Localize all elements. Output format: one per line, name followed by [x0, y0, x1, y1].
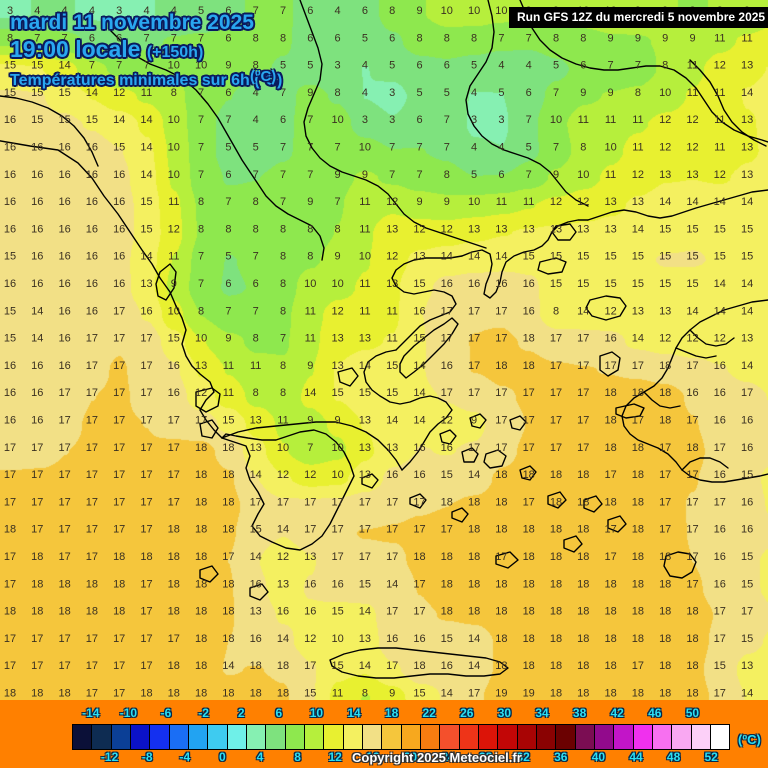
- legend-tick: 2: [237, 706, 245, 720]
- color-swatch: [227, 725, 247, 749]
- legend-tick: 6: [275, 706, 283, 720]
- color-swatch: [324, 725, 344, 749]
- color-swatch: [266, 725, 286, 749]
- legend-tick: -2: [198, 706, 209, 720]
- legend-tick: 44: [629, 750, 643, 764]
- color-swatch: [208, 725, 228, 749]
- legend-tick: 24: [441, 750, 455, 764]
- copyright-notice: Copyright 2025 Meteociel.fr: [352, 750, 522, 765]
- legend-tick: 22: [422, 706, 436, 720]
- color-swatch: [440, 725, 460, 749]
- color-scale-legend: (ºC) -14 -10 -6 -2 2 6 10 14 18 22 26 30 34 38 42 46 50-…: [0, 700, 768, 768]
- color-swatch: [556, 725, 576, 749]
- color-swatch: [691, 725, 711, 749]
- color-swatch: [111, 725, 131, 749]
- color-swatch: [594, 725, 615, 749]
- legend-tick: 30: [497, 706, 512, 720]
- legend-tick: 8: [294, 750, 301, 764]
- legend-tick: 32: [516, 750, 530, 764]
- color-swatch: [246, 725, 267, 749]
- temperature-color-field: [0, 0, 768, 700]
- legend-tick: -8: [141, 750, 153, 764]
- legend-tick: -14: [82, 706, 100, 720]
- title-parameter: Températures minimales sur 6h (ºC): [10, 72, 283, 89]
- map-unit-label: (ºC): [250, 68, 277, 85]
- legend-tick: 38: [572, 706, 587, 720]
- legend-tick: 20: [403, 750, 418, 764]
- color-scale-bar[interactable]: [72, 724, 730, 750]
- legend-tick: 46: [648, 706, 662, 720]
- color-swatch: [498, 725, 518, 749]
- legend-tick: 16: [366, 750, 380, 764]
- color-swatch: [150, 725, 170, 749]
- legend-tick: 26: [460, 706, 474, 720]
- legend-tick: 42: [610, 706, 624, 720]
- title-valid-time-text: 19:00 locale: [10, 36, 141, 62]
- legend-tick: 14: [347, 706, 361, 720]
- color-swatch: [285, 725, 305, 749]
- legend-tick: 0: [219, 750, 226, 764]
- color-swatch: [382, 725, 402, 749]
- color-swatch: [710, 725, 730, 749]
- legend-tick: 4: [256, 750, 264, 764]
- color-swatch: [188, 725, 209, 749]
- color-swatch: [420, 725, 441, 749]
- color-swatch: [343, 725, 363, 749]
- legend-tick: 48: [666, 750, 681, 764]
- color-swatch: [478, 725, 499, 749]
- color-swatch: [401, 725, 421, 749]
- legend-tick: 10: [309, 706, 324, 720]
- temperature-map[interactable]: 3444344567764689101010991010998898776677…: [0, 0, 768, 700]
- color-swatch: [92, 725, 112, 749]
- legend-tick: -12: [100, 750, 119, 764]
- color-swatch: [614, 725, 634, 749]
- legend-tick: 40: [591, 750, 606, 764]
- legend-tick: 28: [478, 750, 493, 764]
- legend-tick: -10: [119, 706, 138, 720]
- legend-tick: -6: [160, 706, 172, 720]
- legend-tick: 36: [554, 750, 568, 764]
- legend-tick: 34: [535, 706, 549, 720]
- color-swatch: [362, 725, 383, 749]
- legend-tick: 12: [328, 750, 342, 764]
- color-swatch: [304, 725, 325, 749]
- color-swatch: [672, 725, 692, 749]
- color-swatch: [73, 725, 93, 749]
- color-swatch: [575, 725, 595, 749]
- title-valid-time: 19:00 locale (+150h): [10, 36, 203, 63]
- color-swatch: [652, 725, 673, 749]
- legend-tick: 52: [704, 750, 718, 764]
- legend-tick: -4: [179, 750, 191, 764]
- color-swatch: [536, 725, 557, 749]
- title-lead-time: (+150h): [146, 44, 204, 61]
- title-valid-date: mardi 11 novembre 2025: [10, 11, 254, 34]
- legend-unit-label: (ºC): [738, 732, 761, 747]
- color-swatch: [459, 725, 479, 749]
- color-swatch: [633, 725, 653, 749]
- color-swatch: [169, 725, 189, 749]
- legend-tick: 50: [685, 706, 700, 720]
- legend-tick: 18: [384, 706, 399, 720]
- color-swatch: [130, 725, 151, 749]
- color-swatch: [517, 725, 537, 749]
- model-run-banner: Run GFS 12Z du mercredi 5 novembre 2025: [509, 7, 768, 28]
